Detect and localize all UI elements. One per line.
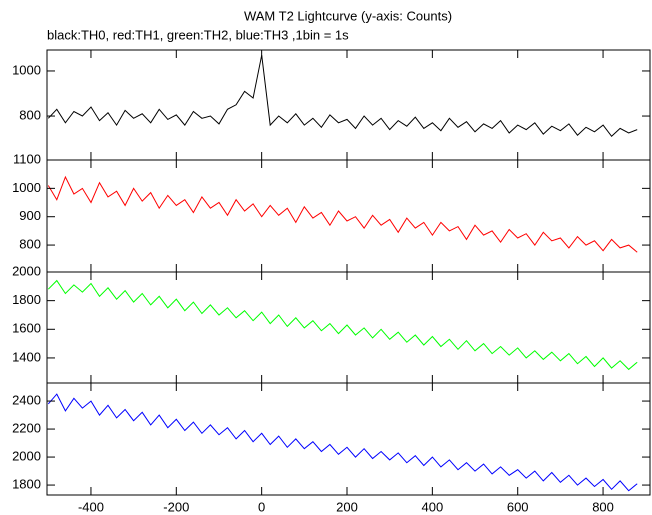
y-tick-label: 800 <box>19 237 41 252</box>
y-tick-label: 2000 <box>12 263 41 278</box>
y-tick-label: 1600 <box>12 321 41 336</box>
y-tick-label: 1000 <box>12 62 41 77</box>
light-curve <box>47 55 638 138</box>
light-curve <box>47 393 638 492</box>
x-tick-label: 600 <box>507 499 529 514</box>
panel-frame <box>46 49 651 161</box>
y-tick-label: 2000 <box>12 448 41 463</box>
x-tick-label: 800 <box>592 499 614 514</box>
y-tick-label: 1800 <box>12 292 41 307</box>
y-tick-label: 1000 <box>12 180 41 195</box>
y-tick-label: 900 <box>19 208 41 223</box>
y-tick-label: 2200 <box>12 420 41 435</box>
light-curve <box>47 175 638 253</box>
x-tick-label: -400 <box>78 499 104 514</box>
x-tick-label: 400 <box>422 499 444 514</box>
light-curve <box>47 279 638 371</box>
y-tick-label: 1400 <box>12 349 41 364</box>
panel-frame <box>46 159 651 273</box>
y-tick-label: 1800 <box>12 476 41 491</box>
x-tick-label: 200 <box>336 499 358 514</box>
panel-frame <box>46 382 651 496</box>
x-tick-label: 0 <box>258 499 265 514</box>
y-tick-label: 1100 <box>13 151 41 166</box>
x-tick-label: -200 <box>163 499 189 514</box>
y-tick-label: 2400 <box>12 392 41 407</box>
chart-title: WAM T2 Lightcurve (y-axis: Counts) <box>244 8 452 23</box>
y-tick-label: 800 <box>19 107 41 122</box>
chart-subtitle: black:TH0, red:TH1, green:TH2, blue:TH3 … <box>47 27 349 42</box>
